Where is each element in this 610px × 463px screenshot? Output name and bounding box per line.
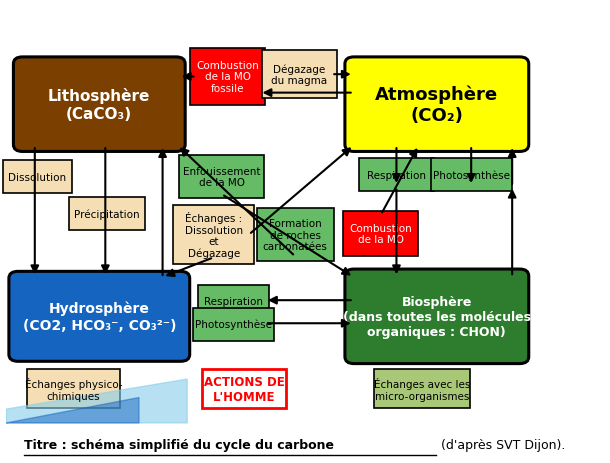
FancyBboxPatch shape <box>345 58 529 152</box>
Text: Dégazage
du magma: Dégazage du magma <box>271 64 328 86</box>
FancyBboxPatch shape <box>27 369 120 408</box>
FancyBboxPatch shape <box>203 369 285 408</box>
FancyBboxPatch shape <box>343 211 418 257</box>
Text: Échanges physico-
chimiques: Échanges physico- chimiques <box>24 377 122 400</box>
Text: Photosynthèse: Photosynthèse <box>432 170 510 181</box>
Text: Échanges :
Dissolution
et
Dégazage: Échanges : Dissolution et Dégazage <box>185 212 243 259</box>
FancyBboxPatch shape <box>198 285 269 318</box>
Text: Respiration: Respiration <box>204 296 263 307</box>
Text: Respiration: Respiration <box>367 170 426 181</box>
Text: Échanges avec les
micro-organismes: Échanges avec les micro-organismes <box>373 377 470 400</box>
FancyBboxPatch shape <box>193 308 274 341</box>
FancyBboxPatch shape <box>345 269 529 364</box>
FancyBboxPatch shape <box>179 156 264 198</box>
Text: Précipitation: Précipitation <box>74 209 140 219</box>
FancyBboxPatch shape <box>262 51 337 99</box>
FancyBboxPatch shape <box>70 197 145 231</box>
FancyBboxPatch shape <box>359 159 434 192</box>
FancyBboxPatch shape <box>431 159 512 192</box>
FancyBboxPatch shape <box>373 369 470 408</box>
Text: Atmosphère
(CO₂): Atmosphère (CO₂) <box>375 85 498 125</box>
Text: Photosynthèse: Photosynthèse <box>195 319 272 330</box>
Text: Hydrosphère
(CO2, HCO₃⁻, CO₃²⁻): Hydrosphère (CO2, HCO₃⁻, CO₃²⁻) <box>23 301 176 332</box>
Text: Enfouissement
de la MO: Enfouissement de la MO <box>183 166 260 188</box>
FancyBboxPatch shape <box>173 206 254 265</box>
Text: ACTIONS DE
L'HOMME: ACTIONS DE L'HOMME <box>204 375 284 403</box>
Text: Lithosphère
(CaCO₃): Lithosphère (CaCO₃) <box>48 88 151 122</box>
FancyBboxPatch shape <box>13 58 185 152</box>
Text: (d'après SVT Dijon).: (d'après SVT Dijon). <box>437 438 565 450</box>
FancyBboxPatch shape <box>9 272 190 362</box>
Text: Formation
de roches
carbonatées: Formation de roches carbonatées <box>263 219 328 252</box>
Text: Combustion
de la MO: Combustion de la MO <box>350 223 412 244</box>
Text: Titre : schéma simplifié du cycle du carbone: Titre : schéma simplifié du cycle du car… <box>24 438 334 450</box>
Text: Dissolution: Dissolution <box>8 172 66 182</box>
FancyBboxPatch shape <box>2 161 72 194</box>
FancyBboxPatch shape <box>190 49 265 106</box>
FancyBboxPatch shape <box>257 209 334 262</box>
Text: Combustion
de la MO
fossile: Combustion de la MO fossile <box>196 61 259 94</box>
Text: Biosphère
(dans toutes les molécules
organiques : CHON): Biosphère (dans toutes les molécules org… <box>343 295 531 338</box>
